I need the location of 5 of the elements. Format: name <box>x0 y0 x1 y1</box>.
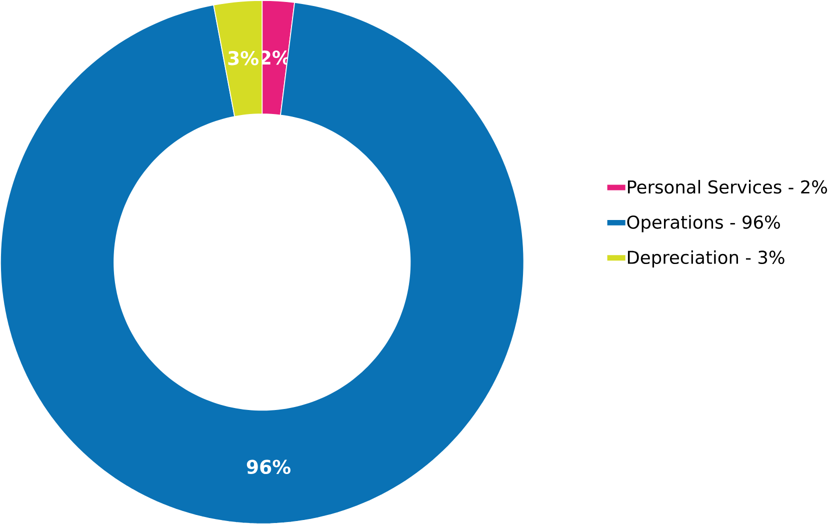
legend-label: Operations - 96% <box>627 215 780 232</box>
data-label: 3% <box>228 50 258 66</box>
legend-label: Depreciation - 3% <box>628 250 784 268</box>
data-label: 96% <box>246 460 290 474</box>
legend-label: Personal Services - 2% <box>628 180 828 194</box>
